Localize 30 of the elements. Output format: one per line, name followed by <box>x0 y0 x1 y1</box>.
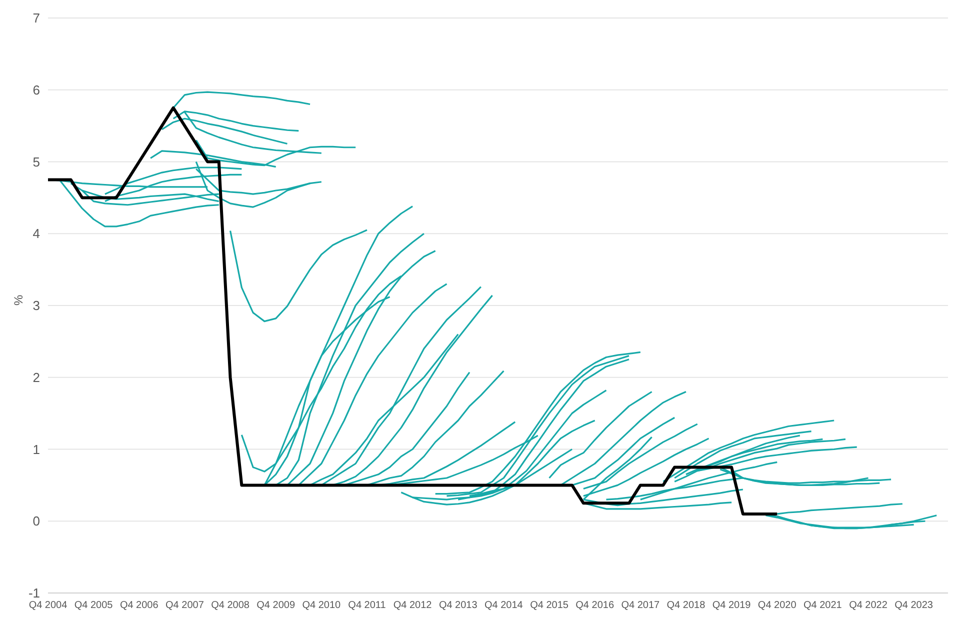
y-tick-label: 3 <box>32 298 40 314</box>
x-tick-label: Q4 2006 <box>120 600 159 612</box>
x-tick-label: Q4 2010 <box>302 600 342 612</box>
x-tick-label: Q4 2012 <box>393 600 432 612</box>
y-axis-title: % <box>11 294 26 306</box>
y-tick-label: 2 <box>32 370 40 385</box>
y-tick-label: 6 <box>32 82 40 98</box>
x-tick-label: Q4 2016 <box>576 600 614 612</box>
x-tick-label: Q4 2017 <box>621 600 660 612</box>
x-tick-label: Q4 2021 <box>803 600 842 612</box>
x-tick-label: Q4 2014 <box>484 600 524 612</box>
x-tick-label: Q4 2015 <box>530 600 569 612</box>
x-tick-label: Q4 2022 <box>849 600 888 612</box>
y-tick-label: 1 <box>32 442 40 457</box>
x-tick-label: Q4 2018 <box>666 600 706 612</box>
x-tick-label: Q4 2020 <box>758 600 797 612</box>
x-tick-label: Q4 2023 <box>894 600 934 612</box>
x-tick-label: Q4 2013 <box>438 600 478 612</box>
x-tick-label: Q4 2008 <box>211 600 250 612</box>
x-tick-label: Q4 2019 <box>712 600 752 612</box>
x-tick-label: Q4 2005 <box>74 600 114 612</box>
y-tick-label: -1 <box>28 586 40 601</box>
y-tick-label: 5 <box>32 154 40 170</box>
y-tick-label: 4 <box>32 226 40 242</box>
x-tick-label: Q4 2007 <box>166 600 204 612</box>
x-tick-label: Q4 2009 <box>256 600 296 612</box>
x-tick-label: Q4 2004 <box>28 600 68 612</box>
x-tick-label: Q4 2011 <box>348 600 386 612</box>
y-tick-label: 0 <box>32 514 40 529</box>
y-tick-label: 7 <box>32 10 40 26</box>
